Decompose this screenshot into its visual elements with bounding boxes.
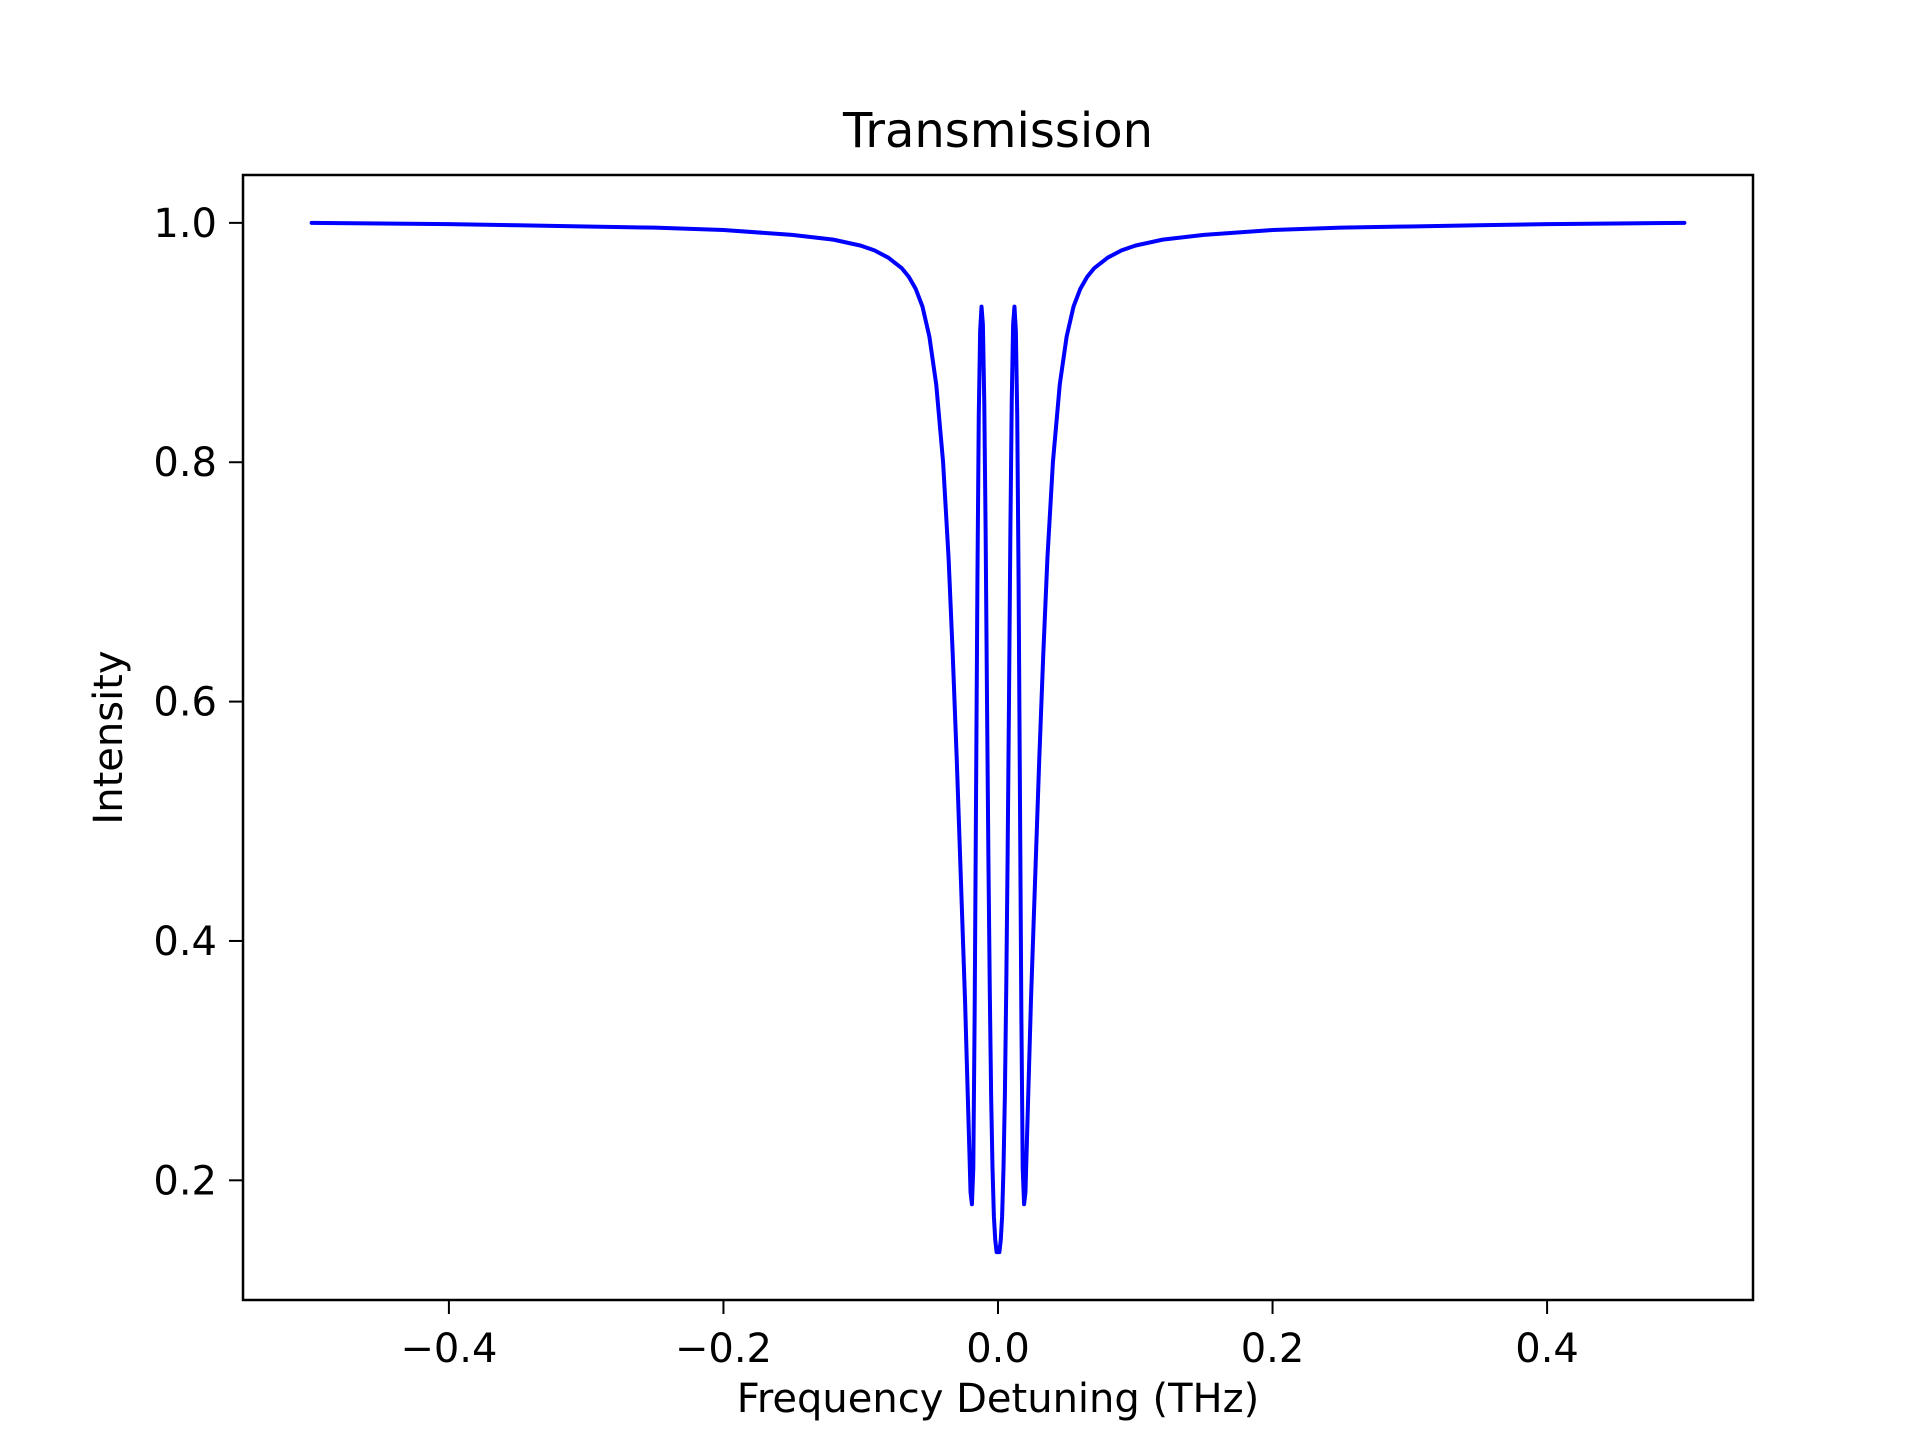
chart-title: Transmission: [842, 103, 1153, 159]
y-tick-label: 0.2: [153, 1158, 217, 1204]
y-axis-ticks: 0.2 0.4 0.6 0.8 1.0: [153, 201, 243, 1204]
y-axis-label: Intensity: [86, 650, 132, 824]
x-tick-label: −0.4: [400, 1326, 497, 1372]
x-tick-label: 0.0: [966, 1326, 1030, 1372]
y-tick-label: 0.8: [153, 440, 217, 486]
y-tick-label: 1.0: [153, 201, 217, 247]
y-tick-label: 0.4: [153, 919, 217, 965]
x-tick-label: 0.2: [1241, 1326, 1305, 1372]
x-tick-label: −0.2: [675, 1326, 772, 1372]
x-axis-ticks: −0.4 −0.2 0.0 0.2 0.4: [400, 1300, 1579, 1372]
x-axis-label: Frequency Detuning (THz): [737, 1376, 1259, 1422]
series-line-0: [309, 220, 1687, 1255]
plot-series-layer: [309, 220, 1687, 1255]
x-tick-label: 0.4: [1515, 1326, 1579, 1372]
y-tick-label: 0.6: [153, 680, 217, 726]
